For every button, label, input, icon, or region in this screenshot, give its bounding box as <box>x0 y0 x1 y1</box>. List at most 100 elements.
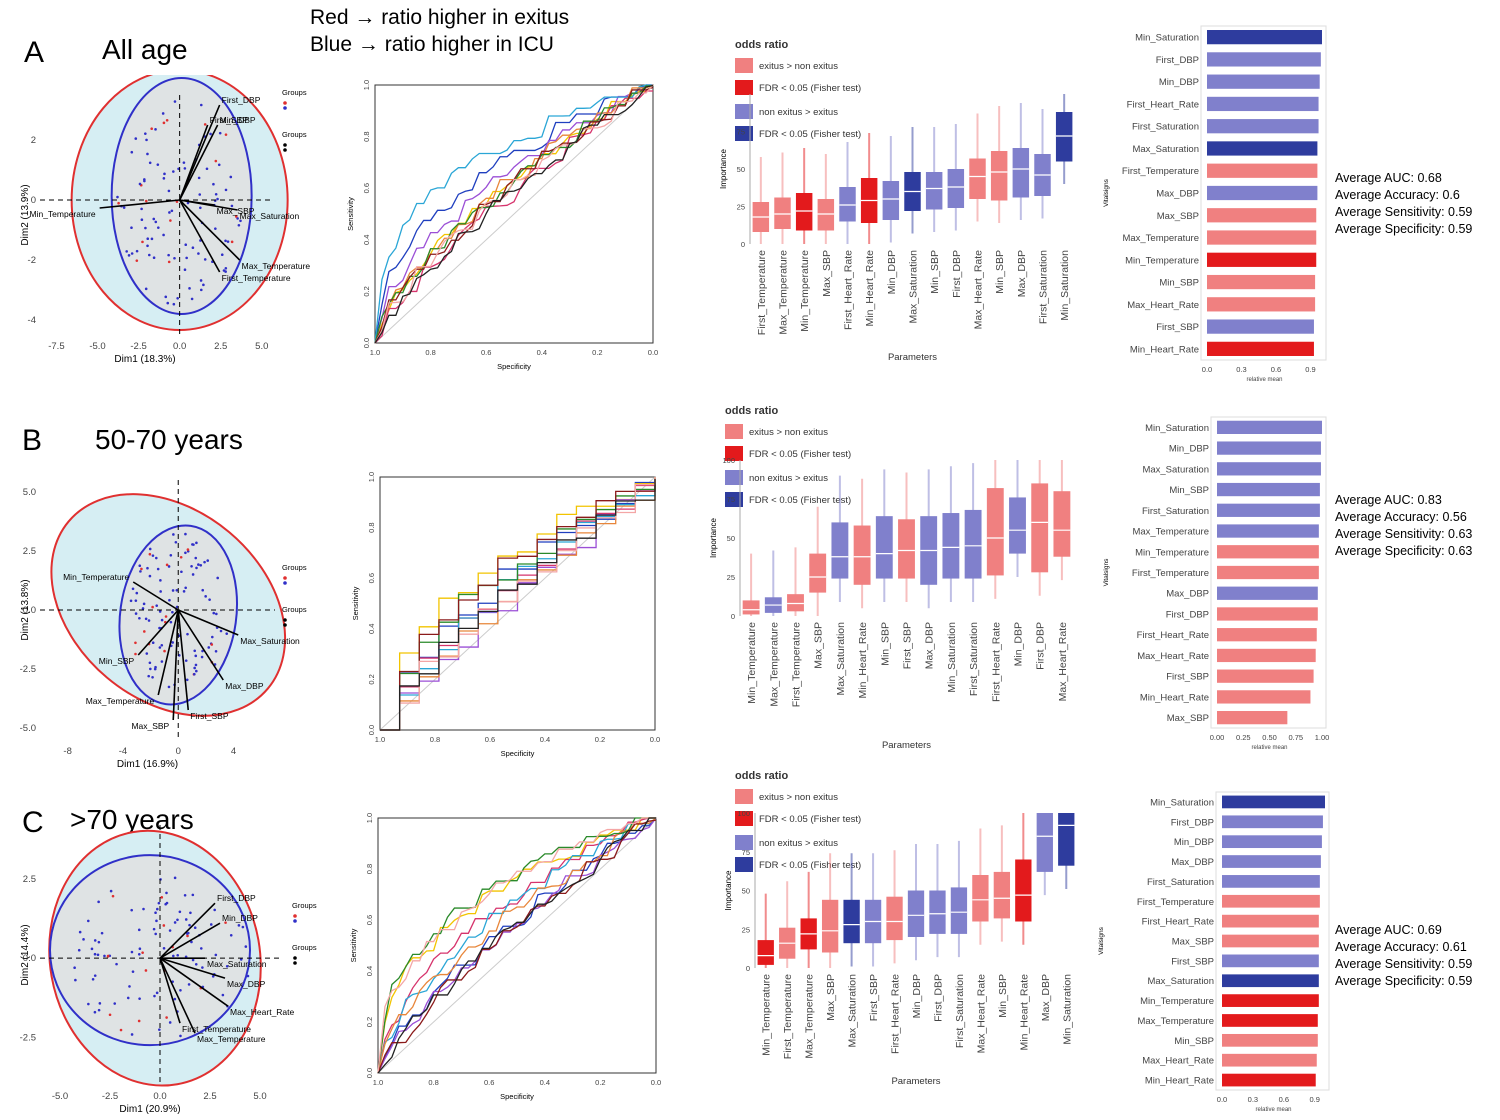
data-point <box>210 635 214 639</box>
y-tick-label: 0.0 <box>367 725 376 735</box>
x-tick-label: 0.0 <box>651 1078 661 1087</box>
bar <box>1222 795 1325 809</box>
data-point <box>116 195 119 199</box>
data-point <box>129 599 133 603</box>
bar <box>1217 628 1317 642</box>
category-label: Max_Temperature <box>768 622 780 707</box>
category-label: Max_DBP <box>1016 250 1028 297</box>
stat-sensitivity: Average Sensitivity: 0.59 <box>1335 957 1473 971</box>
data-point <box>199 947 203 950</box>
data-point <box>216 576 219 580</box>
vector-label: First_Temperature <box>222 273 291 283</box>
box-iqr <box>950 887 968 934</box>
legend-title: odds ratio <box>735 39 788 51</box>
category-label: Min_Saturation <box>1145 423 1209 434</box>
data-point <box>171 589 175 592</box>
data-point <box>236 217 239 220</box>
plot-frame <box>379 476 656 731</box>
y-axis-label: Importance <box>709 517 718 558</box>
roc-curve <box>380 479 656 731</box>
bar <box>1222 1033 1318 1047</box>
legend-label: exitus > non exitus <box>759 61 838 72</box>
data-point <box>134 137 138 140</box>
data-point <box>225 964 229 968</box>
box-iqr <box>886 896 903 941</box>
data-point <box>169 553 173 557</box>
data-point <box>237 223 241 227</box>
category-label: Min_Temperature <box>746 622 758 704</box>
plot-frame <box>377 817 657 1074</box>
data-point <box>173 921 177 924</box>
y-tick-label: 0 <box>31 195 36 206</box>
bar <box>1207 96 1319 112</box>
data-point <box>158 646 162 649</box>
box-iqr <box>742 600 760 615</box>
category-label: Min_Heart_Rate <box>1145 1076 1214 1087</box>
bar <box>1207 141 1318 156</box>
box-iqr <box>986 488 1004 576</box>
y-axis-label: Dim2 (13.8%) <box>20 579 31 640</box>
data-point <box>188 923 191 927</box>
data-point <box>160 643 164 647</box>
data-point <box>190 564 193 568</box>
bar <box>1222 934 1319 948</box>
category-label: Min_Saturation <box>1135 33 1199 44</box>
category-label: Max_SBP <box>821 250 833 297</box>
x-tick-label: 0.50 <box>1262 733 1277 742</box>
data-point <box>197 563 200 566</box>
data-point <box>151 675 154 679</box>
data-point <box>159 590 162 593</box>
y-tick-label: 0.8 <box>367 522 376 532</box>
category-label: Max_Temperature <box>1137 1016 1214 1027</box>
groups-legend-title: Groups <box>282 88 307 97</box>
data-point <box>197 252 200 255</box>
y-axis-label: Sensitivity <box>351 586 360 620</box>
data-point <box>191 246 195 250</box>
roc-curve <box>374 90 653 344</box>
data-point <box>221 993 225 997</box>
vector-label: Min_SBP <box>99 656 135 666</box>
box-iqr <box>787 594 804 612</box>
data-point <box>148 574 152 578</box>
category-label: Min_Saturation <box>1061 974 1073 1045</box>
category-label: Max_Saturation <box>847 974 859 1048</box>
data-point <box>90 947 94 951</box>
groups-legend-shape <box>283 623 287 627</box>
data-point <box>186 632 189 636</box>
data-point <box>144 226 147 230</box>
data-point <box>205 167 209 171</box>
data-point <box>130 950 134 954</box>
data-point <box>203 123 207 126</box>
stats-b: Average AUC: 0.83 Average Accuracy: 0.56… <box>1335 492 1472 560</box>
roc-plot-b: 1.0 0.8 0.6 0.4 0.2 0.0 0.0 0.2 0.4 0.6 0.8 1.0 Spec… <box>351 472 660 758</box>
data-point <box>161 112 165 115</box>
category-label: Min_DBP <box>1159 77 1199 88</box>
x-tick-label: -5.0 <box>52 1091 68 1102</box>
category-label: Min_Heart_Rate <box>1140 692 1209 703</box>
data-point <box>162 233 165 237</box>
category-label: First_DBP <box>932 974 944 1022</box>
data-point <box>229 175 233 179</box>
data-point <box>152 927 156 931</box>
data-point <box>213 908 216 912</box>
bar <box>1217 648 1316 663</box>
data-point <box>130 908 133 912</box>
loading-vector <box>157 609 180 696</box>
x-tick-label: 5.0 <box>253 1091 266 1102</box>
roc-curve <box>377 817 656 1074</box>
y-tick-label: -5.0 <box>20 723 36 734</box>
bar <box>1222 1014 1318 1027</box>
bar <box>1217 524 1319 538</box>
stat-sensitivity: Average Sensitivity: 0.63 <box>1335 527 1473 541</box>
data-point <box>160 896 164 899</box>
bar <box>1207 163 1318 178</box>
data-point <box>199 288 203 292</box>
data-point <box>134 612 138 615</box>
category-label: First_Saturation <box>1038 250 1050 324</box>
data-point <box>171 641 174 644</box>
data-point <box>189 911 192 915</box>
groups-legend-blue <box>283 106 287 110</box>
category-label: Min_Temperature <box>799 250 811 332</box>
data-point <box>144 617 148 621</box>
y-tick-label: 0.6 <box>367 573 376 583</box>
